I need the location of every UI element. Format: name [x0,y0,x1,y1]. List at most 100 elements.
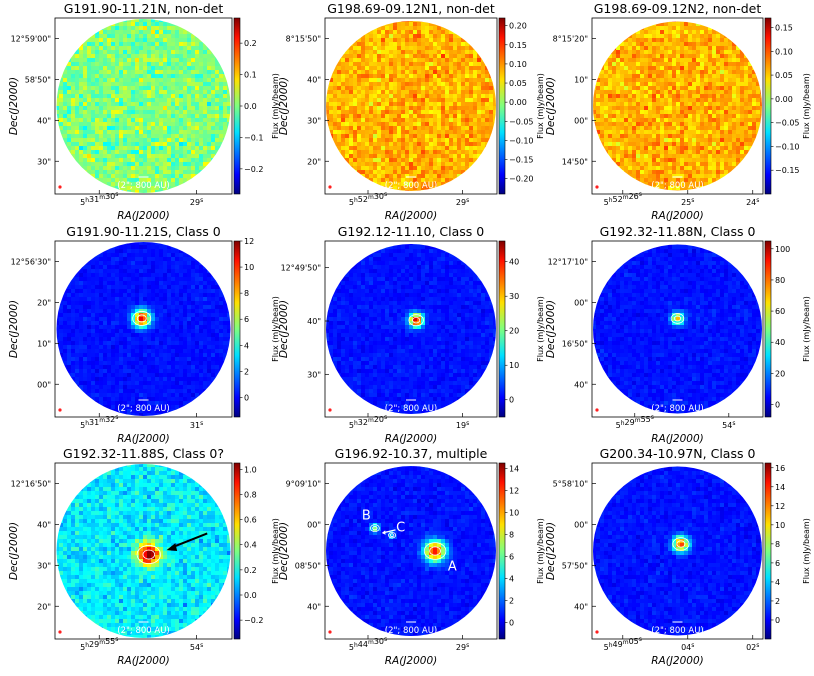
heatmap-cell [195,134,199,138]
heatmap-cell [736,118,740,122]
heatmap-cell [143,114,147,118]
heatmap-cell [648,114,652,118]
heatmap-cell [183,98,187,102]
heatmap-cell [381,50,385,54]
heatmap-cell [413,102,417,106]
heatmap-cell [632,142,636,146]
heatmap-cell [155,261,159,265]
heatmap-cell [421,166,425,170]
heatmap-cell [401,154,405,158]
heatmap-cell [656,90,660,94]
heatmap-cell [393,154,397,158]
heatmap-cell [660,98,664,102]
heatmap-cell [119,62,123,66]
heatmap-cell [353,78,357,82]
heatmap-cell [147,42,151,46]
heatmap-cell [159,134,163,138]
heatmap-cell [207,82,211,86]
heatmap-cell [433,66,437,70]
heatmap-cell [485,106,489,110]
heatmap-cell [461,54,465,58]
heatmap-cell [131,78,135,82]
heatmap-cell [219,138,223,142]
heatmap-cell [369,94,373,98]
heatmap-cell [724,170,728,174]
heatmap-cell [219,102,223,106]
heatmap-cell [211,70,215,74]
heatmap-cell [744,66,748,70]
heatmap-cell [756,86,760,90]
heatmap-cell [59,90,63,94]
heatmap-cell [223,130,227,134]
heatmap-cell [83,82,87,86]
heatmap-cell [700,106,704,110]
heatmap-cell [389,42,393,46]
heatmap-cell [393,58,397,62]
heatmap-cell [107,62,111,66]
heatmap-cell [604,86,608,90]
heatmap-cell [473,90,477,94]
heatmap-cell [417,166,421,170]
heatmap-cell [75,86,79,90]
heatmap-cell [87,146,91,150]
heatmap-cell [453,86,457,90]
heatmap-cell [680,94,684,98]
heatmap-cell [640,38,644,42]
heatmap-cell [159,245,163,249]
heatmap-cell [195,130,199,134]
heatmap-cell [417,62,421,66]
heatmap-cell [103,114,107,118]
heatmap-cell [207,158,211,162]
heatmap-cell [401,142,405,146]
heatmap-cell [696,162,700,166]
heatmap-cell [163,102,167,106]
heatmap-cell [648,154,652,158]
heatmap-cell [680,170,684,174]
heatmap-cell [171,122,175,126]
heatmap-cell [107,182,111,186]
heatmap-cell [393,162,397,166]
ra-tick-label: 24s [746,197,759,207]
heatmap-cell [329,118,333,122]
heatmap-cell [183,170,187,174]
heatmap-cell [377,34,381,38]
heatmap-cell [123,142,127,146]
heatmap-cell [131,154,135,158]
heatmap-cell [369,86,373,90]
heatmap-cell [636,38,640,42]
heatmap-cell [83,102,87,106]
heatmap-cell [381,38,385,42]
heatmap-cell [720,34,724,38]
heatmap-cell [413,114,417,118]
heatmap-cell [147,170,151,174]
heatmap-cell [716,134,720,138]
heatmap-cell [175,146,179,150]
heatmap-cell [175,74,179,78]
heatmap-cell [700,170,704,174]
heatmap-cell [107,34,111,38]
heatmap-cell [147,126,151,130]
heatmap-cell [147,253,151,257]
heatmap-cell [652,122,656,126]
heatmap-cell [413,178,417,182]
heatmap-cell [175,98,179,102]
heatmap-cell [656,66,660,70]
heatmap-cell [688,30,692,34]
heatmap-cell [648,166,652,170]
heatmap-cell [640,62,644,66]
heatmap-cell [429,118,433,122]
heatmap-cell [457,86,461,90]
heatmap-cell [437,46,441,50]
heatmap-cell [99,150,103,154]
heatmap-cell [453,110,457,114]
heatmap-cell [389,86,393,90]
heatmap-cell [469,122,473,126]
heatmap-cell [668,122,672,126]
heatmap-cell [179,34,183,38]
heatmap-cell [413,86,417,90]
heatmap-cell [95,70,99,74]
heatmap-cell [405,102,409,106]
heatmap-cell [135,265,139,269]
heatmap-cell [155,82,159,86]
heatmap-cell [672,50,676,54]
